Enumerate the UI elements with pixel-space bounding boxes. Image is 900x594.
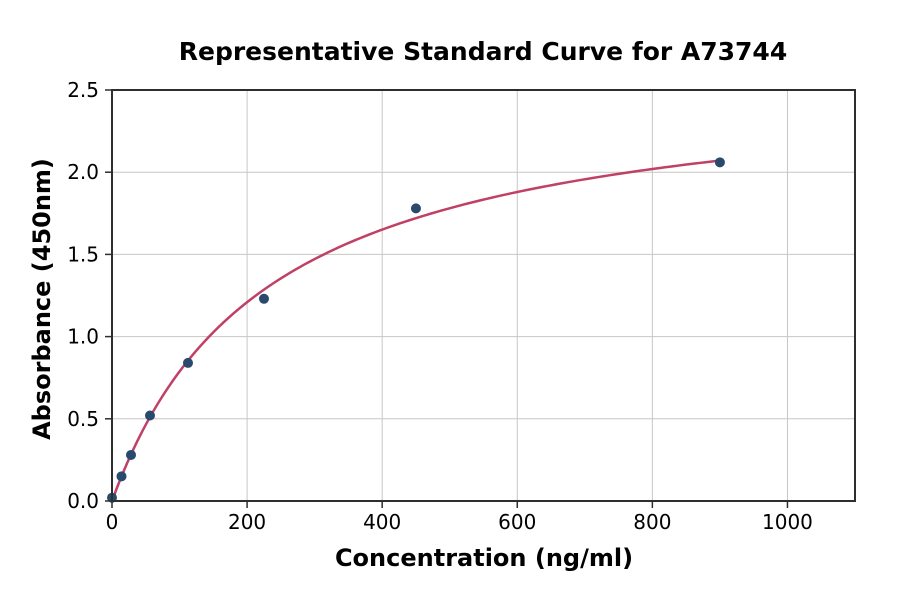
data-point (714, 157, 725, 168)
y-tick-label: 1.0 (67, 325, 99, 349)
y-axis-label: Absorbance (450nm) (28, 158, 56, 440)
y-tick-label: 0.0 (67, 489, 99, 513)
fit-curve-line (110, 159, 722, 503)
x-tick-label: 0 (106, 510, 119, 534)
data-point (126, 449, 137, 460)
y-tick-label: 2.5 (67, 78, 99, 102)
x-tick-label: 600 (498, 510, 536, 534)
y-tick-label: 1.5 (67, 242, 99, 266)
series-layer (107, 157, 725, 503)
data-point (410, 203, 421, 214)
x-tick-label: 1000 (762, 510, 813, 534)
y-tick-label: 2.0 (67, 160, 99, 184)
grid-layer (112, 89, 855, 501)
x-axis-label: Concentration (ng/ml) (335, 544, 633, 572)
plot-box-spines (111, 89, 856, 502)
data-point (116, 471, 127, 482)
data-point (182, 357, 193, 368)
x-tick-label: 200 (228, 510, 266, 534)
data-point (258, 293, 269, 304)
axis-layer: 0 200 400 600 800 1000 0.0 0.5 1.0 1.5 2.0 2.5 (67, 78, 856, 534)
chart-title: Representative Standard Curve for A73744 (179, 37, 787, 66)
x-tick-label: 400 (363, 510, 401, 534)
y-tick-label: 0.5 (67, 407, 99, 431)
data-point (144, 410, 155, 421)
x-tick-label: 800 (633, 510, 671, 534)
